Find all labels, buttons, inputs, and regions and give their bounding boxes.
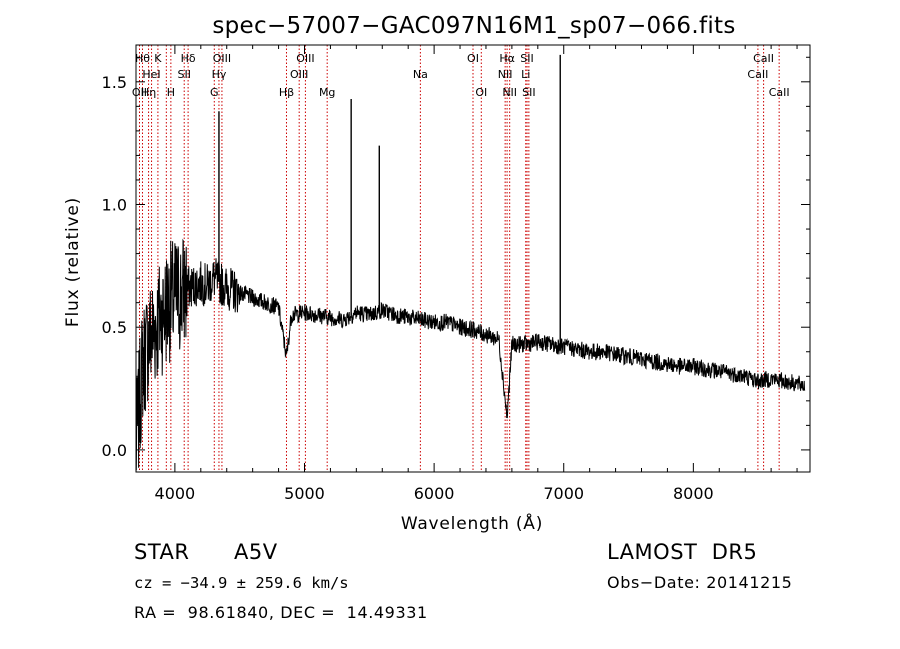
x-tick-label-6000: 6000 bbox=[414, 484, 455, 503]
spectral-line-label-21: NII bbox=[502, 86, 517, 99]
x-tick-label-5000: 5000 bbox=[284, 484, 325, 503]
spectral-line-label-25: CaII bbox=[747, 68, 768, 81]
y-axis-label: Flux (relative) bbox=[63, 197, 83, 327]
spectral-line-label-24: SII bbox=[522, 86, 535, 99]
spectral-line-label-18: OI bbox=[475, 86, 487, 99]
spectral-line-label-8: Hδ bbox=[181, 52, 196, 65]
redshift-readout: cz = −34.9 ± 259.6 km/s bbox=[134, 574, 349, 592]
plot-frame bbox=[135, 44, 811, 473]
spectral-line-label-23: SII bbox=[520, 52, 533, 65]
spectral-line-label-20: Hα bbox=[499, 52, 515, 65]
spectral-line-label-14: OIII bbox=[296, 52, 314, 65]
x-tick-label-7000: 7000 bbox=[543, 484, 584, 503]
spectral-line-label-3: HeI bbox=[142, 68, 160, 81]
spectral-line-label-2: Hη bbox=[141, 86, 156, 99]
spectral-line-label-19: NII bbox=[498, 68, 513, 81]
y-tick-label-1: 0.5 bbox=[102, 318, 127, 337]
spectral-line-label-17: OI bbox=[467, 52, 479, 65]
spectrum-line bbox=[135, 238, 806, 471]
spectral-line-label-9: G bbox=[210, 86, 219, 99]
y-tick-label-0: 0.0 bbox=[102, 441, 127, 460]
spectrum-layer bbox=[135, 54, 806, 471]
object-class: STAR bbox=[134, 540, 190, 564]
spectral-line-label-7: SII bbox=[177, 68, 190, 81]
spectral-line-label-26: CaII bbox=[753, 52, 774, 65]
spectral-line-label-12: Hβ bbox=[279, 86, 294, 99]
spectral-line-label-4: K bbox=[154, 52, 162, 65]
x-tick-label-8000: 8000 bbox=[673, 484, 714, 503]
axis-ticks: 4000 5000 6000 7000 8000 0.0 0.5 1.0 1.5 bbox=[102, 45, 810, 503]
spectral-line-label-10: Hγ bbox=[212, 68, 227, 81]
y-tick-label-2: 1.0 bbox=[102, 196, 127, 215]
survey-name: LAMOST DR5 bbox=[607, 540, 758, 564]
spectral-line-label-16: Na bbox=[413, 68, 428, 81]
x-tick-label-4000: 4000 bbox=[155, 484, 196, 503]
x-axis-label: Wavelength (Å) bbox=[401, 512, 543, 534]
spectral-line-label-15: Mg bbox=[319, 86, 335, 99]
chart-title: spec−57007−GAC097N16M1_sp07−066.fits bbox=[212, 13, 735, 39]
spectral-line-label-22: Li bbox=[521, 68, 530, 81]
coordinates: RA = 98.61840, DEC = 14.49331 bbox=[134, 603, 428, 622]
spectral-line-label-11: OIII bbox=[213, 52, 231, 65]
spectral-line-label-1: Hθ bbox=[135, 52, 150, 65]
y-tick-label-3: 1.5 bbox=[102, 73, 127, 92]
spectral-line-labels: OIIHθHηHeIKHSIIHδGHγOIIIHβOIIIOIIIMgNaOI… bbox=[132, 52, 790, 99]
spectral-subclass: A5V bbox=[234, 540, 278, 564]
spectral-line-markers bbox=[138, 45, 780, 472]
spectral-line-label-13: OIII bbox=[290, 68, 308, 81]
obs-date: Obs−Date: 20141215 bbox=[607, 573, 793, 592]
spectral-line-label-6: H bbox=[167, 86, 175, 99]
spectral-line-label-27: CaII bbox=[769, 86, 790, 99]
